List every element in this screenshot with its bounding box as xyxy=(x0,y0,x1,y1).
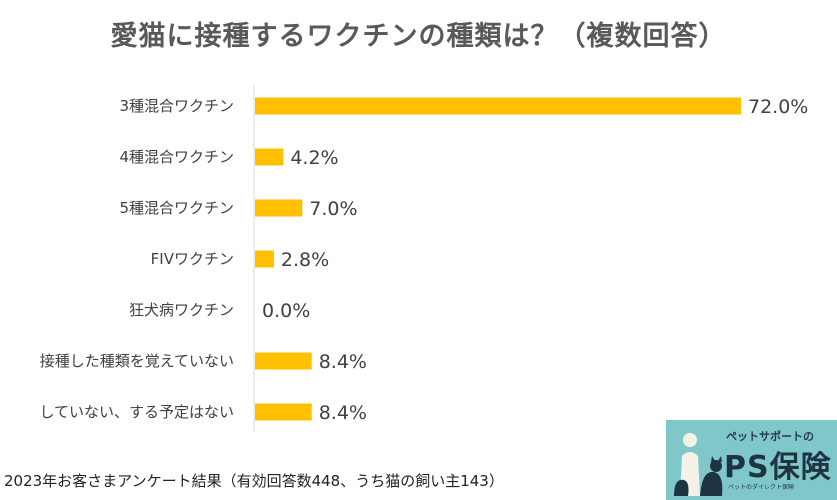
category-label: 狂犬病ワクチン xyxy=(129,301,234,319)
bar-chart: 3種混合ワクチン 72.0% 4種混合ワクチン 4.2% 5種混合ワクチン 7.0% FIV… xyxy=(39,85,808,432)
value-label: 7.0% xyxy=(309,198,357,220)
bar xyxy=(255,148,284,166)
ps-insurance-logo: ペットサポートの PS保険 ペットのダイレクト保険 xyxy=(666,420,837,500)
pet-silhouette-icon xyxy=(674,433,723,496)
chart-title: 愛猫に接種するワクチンの種類は？（複数回答） xyxy=(110,21,727,52)
category-label: していない、する予定はない xyxy=(39,403,234,421)
bar xyxy=(255,250,274,268)
value-label: 8.4% xyxy=(319,402,367,424)
value-label: 8.4% xyxy=(319,351,367,373)
bar xyxy=(255,403,312,421)
category-label: 接種した種類を覚えていない xyxy=(40,352,234,370)
survey-footnote: 2023年お客さまアンケート結果（有効回答数448、うち猫の飼い主143） xyxy=(4,472,504,490)
category-label: FIVワクチン xyxy=(151,250,234,268)
value-label: 4.2% xyxy=(290,147,338,169)
logo-name: PS保険 xyxy=(724,450,832,485)
logo-subtitle: ペットサポートの xyxy=(726,430,814,443)
category-label: 3種混合ワクチン xyxy=(119,97,234,115)
logo-tagline: ペットのダイレクト保険 xyxy=(728,484,795,491)
category-label: 4種混合ワクチン xyxy=(119,148,234,166)
value-label: 72.0% xyxy=(748,96,808,118)
bar xyxy=(255,97,741,115)
bar xyxy=(255,352,312,370)
category-label: 5種混合ワクチン xyxy=(119,199,234,217)
value-label: 2.8% xyxy=(281,249,329,271)
bar xyxy=(255,199,303,217)
value-label: 0.0% xyxy=(262,300,310,322)
